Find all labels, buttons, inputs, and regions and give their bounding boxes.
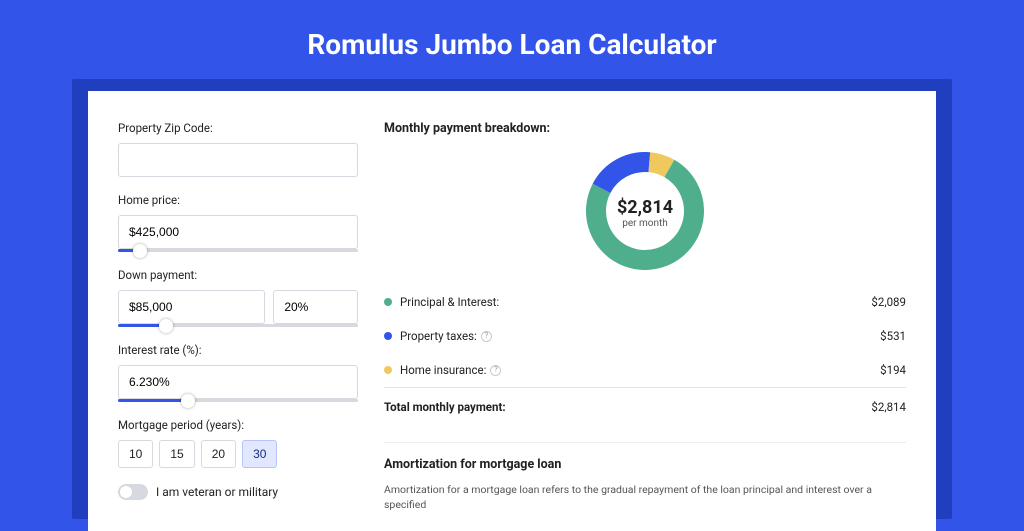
- info-icon[interactable]: ?: [481, 331, 492, 342]
- legend-dot: [384, 332, 392, 340]
- donut-wrap: $2,814 per month: [384, 148, 906, 285]
- home-price-slider[interactable]: [118, 249, 358, 252]
- interest-rate-slider[interactable]: [118, 399, 358, 402]
- total-row: Total monthly payment: $2,814: [384, 387, 906, 424]
- breakdown-row: Property taxes:?$531: [384, 319, 906, 353]
- breakdown-rows: Principal & Interest:$2,089Property taxe…: [384, 285, 906, 387]
- down-payment-amount-input[interactable]: [118, 290, 265, 324]
- down-payment-group: Down payment:: [118, 268, 358, 327]
- mortgage-period-group: Mortgage period (years): 10152030: [118, 418, 358, 468]
- breakdown-row-label: Property taxes:?: [400, 329, 880, 343]
- veteran-label: I am veteran or military: [156, 485, 278, 499]
- interest-rate-group: Interest rate (%):: [118, 343, 358, 402]
- period-btn-10[interactable]: 10: [118, 440, 153, 468]
- slider-thumb[interactable]: [133, 244, 147, 258]
- home-price-input[interactable]: [118, 215, 358, 249]
- info-icon[interactable]: ?: [490, 365, 501, 376]
- down-payment-slider[interactable]: [118, 324, 358, 327]
- period-btn-15[interactable]: 15: [159, 440, 194, 468]
- breakdown-row-value: $531: [880, 329, 906, 343]
- breakdown-row-value: $194: [880, 363, 906, 377]
- period-btn-20[interactable]: 20: [201, 440, 236, 468]
- zip-label: Property Zip Code:: [118, 121, 358, 135]
- breakdown-row-value: $2,089: [871, 295, 906, 309]
- amortization-text: Amortization for a mortgage loan refers …: [384, 482, 906, 512]
- zip-input[interactable]: [118, 143, 358, 177]
- donut-center: $2,814 per month: [617, 197, 673, 229]
- down-payment-label: Down payment:: [118, 268, 358, 282]
- mortgage-period-label: Mortgage period (years):: [118, 418, 358, 432]
- donut-sub: per month: [617, 218, 673, 229]
- down-payment-percent-input[interactable]: [273, 290, 358, 324]
- veteran-toggle[interactable]: [118, 484, 148, 500]
- mortgage-period-buttons: 10152030: [118, 440, 358, 468]
- slider-thumb[interactable]: [181, 394, 195, 408]
- interest-rate-label: Interest rate (%):: [118, 343, 358, 357]
- zip-group: Property Zip Code:: [118, 121, 358, 177]
- legend-dot: [384, 298, 392, 306]
- amortization-title: Amortization for mortgage loan: [384, 457, 906, 472]
- breakdown-row-label: Home insurance:?: [400, 363, 880, 377]
- slider-thumb[interactable]: [159, 319, 173, 333]
- total-value: $2,814: [871, 400, 906, 414]
- toggle-knob: [120, 486, 132, 498]
- breakdown-row: Principal & Interest:$2,089: [384, 285, 906, 319]
- legend-dot: [384, 366, 392, 374]
- amortization-section: Amortization for mortgage loan Amortizat…: [384, 442, 906, 512]
- donut-chart: $2,814 per month: [586, 152, 704, 273]
- page-title: Romulus Jumbo Loan Calculator: [0, 0, 1024, 79]
- period-btn-30[interactable]: 30: [242, 440, 277, 468]
- breakdown-row: Home insurance:?$194: [384, 353, 906, 387]
- veteran-row: I am veteran or military: [118, 484, 358, 500]
- interest-rate-input[interactable]: [118, 365, 358, 399]
- breakdown-row-label: Principal & Interest:: [400, 295, 871, 309]
- breakdown-title: Monthly payment breakdown:: [384, 121, 906, 136]
- home-price-group: Home price:: [118, 193, 358, 252]
- form-panel: Property Zip Code: Home price: Down paym…: [118, 121, 358, 531]
- card-shadow: Property Zip Code: Home price: Down paym…: [72, 79, 952, 519]
- calculator-card: Property Zip Code: Home price: Down paym…: [88, 91, 936, 531]
- donut-amount: $2,814: [617, 197, 673, 218]
- breakdown-panel: Monthly payment breakdown: $2,814 per mo…: [384, 121, 906, 531]
- total-label: Total monthly payment:: [384, 400, 871, 414]
- home-price-label: Home price:: [118, 193, 358, 207]
